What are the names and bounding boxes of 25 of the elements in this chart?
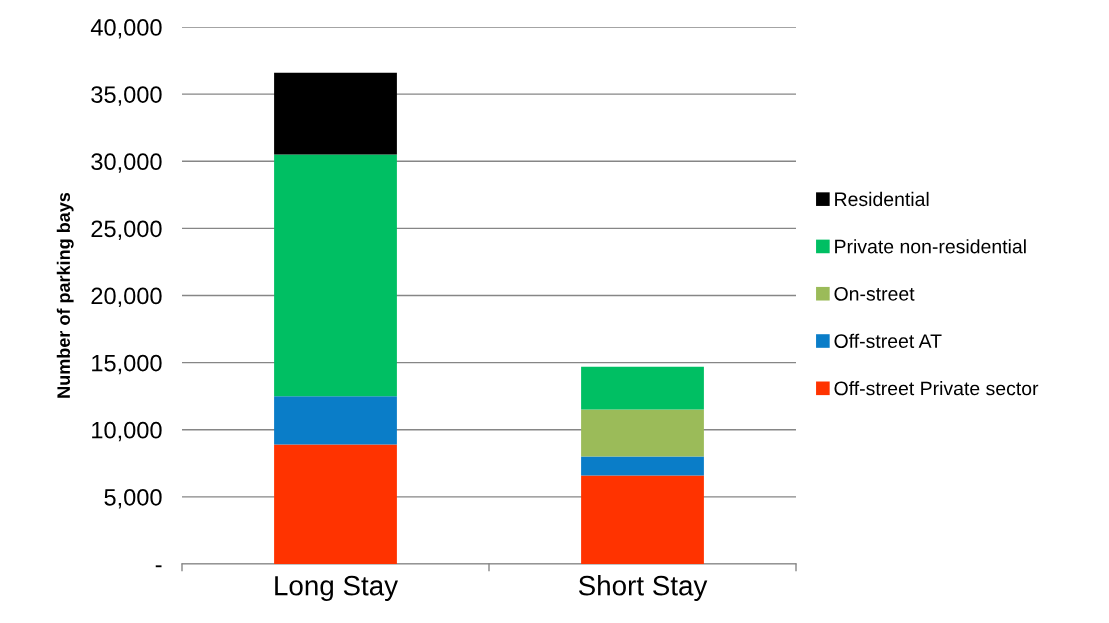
legend-label: Off-street AT [834, 333, 942, 349]
legend-label: Off-street Private sector [834, 381, 1039, 396]
bar [581, 366, 704, 410]
y-axis-title: Number of parking bays [56, 192, 74, 398]
y-tick-label: - [155, 565, 162, 568]
y-tick-label: 15,000 [92, 354, 162, 375]
bar [581, 456, 704, 476]
y-tick-label: 40,000 [90, 19, 162, 39]
x-tick-label: Short Stay [578, 575, 708, 602]
x-tick-label: Long Stay [275, 575, 398, 602]
legend-label: Residential [835, 191, 929, 207]
y-tick-label: 25,000 [91, 220, 162, 240]
bar [274, 72, 397, 155]
y-tick-label: 30,000 [91, 153, 162, 173]
y-tick-label: 10,000 [92, 421, 162, 442]
bar [581, 409, 704, 457]
bar [274, 154, 397, 397]
legend-label: Private non-residential [835, 239, 1026, 254]
bar [581, 475, 704, 564]
bar [274, 444, 397, 564]
y-tick-label: 5,000 [104, 488, 162, 509]
y-tick-label: 35,000 [91, 86, 162, 106]
bar [274, 396, 397, 445]
legend-label: On-street [834, 286, 915, 301]
y-tick-label: 20,000 [91, 287, 162, 308]
